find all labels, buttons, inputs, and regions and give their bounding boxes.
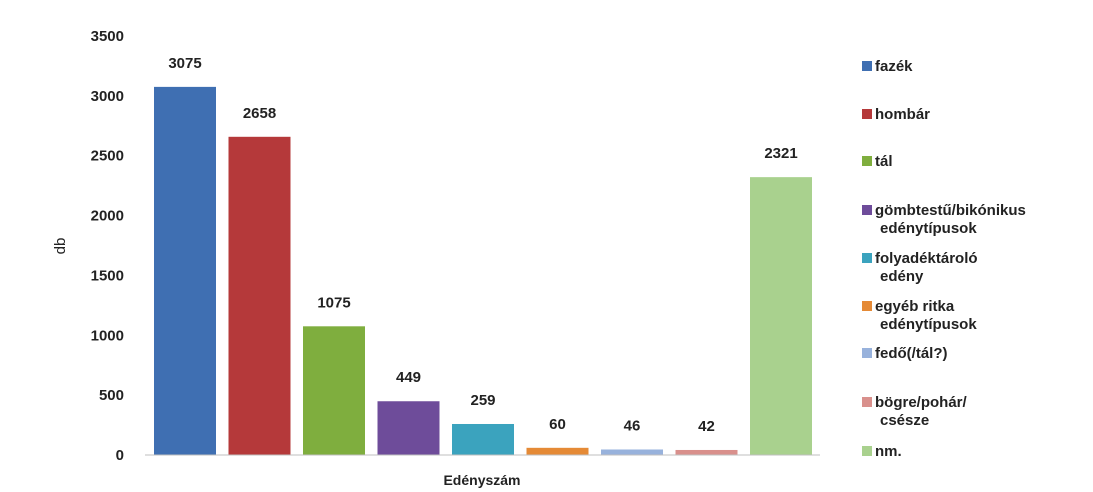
- y-tick-label: 0: [116, 447, 124, 464]
- bar: [377, 401, 440, 455]
- legend-label: edénytípusok: [880, 220, 977, 237]
- legend-label: hombár: [875, 106, 930, 123]
- legend-swatch: [862, 348, 872, 358]
- y-axis: 0 500 1000 1500 2000 2500 3000 3500: [91, 28, 124, 464]
- bar: [452, 423, 514, 455]
- y-tick-label: 2500: [91, 148, 124, 165]
- legend-label: egyéb ritka: [875, 298, 955, 315]
- legend-label: edény: [880, 268, 924, 285]
- legend-swatch: [862, 205, 872, 215]
- bar: [228, 136, 291, 455]
- data-label: 46: [624, 417, 641, 434]
- legend-swatch: [862, 397, 872, 407]
- legend-swatch: [862, 253, 872, 263]
- data-labels: 3075 2658 1075 449 259 60 46 42 2321: [168, 55, 797, 435]
- y-tick-label: 1500: [91, 267, 124, 284]
- legend-swatch: [862, 446, 872, 456]
- y-tick-label: 1000: [91, 327, 124, 344]
- legend: fazékhombártálgömbtestű/bikónikusedénytí…: [862, 58, 1026, 460]
- data-label: 2658: [243, 105, 276, 122]
- data-label: 3075: [168, 55, 201, 72]
- legend-label: fazék: [875, 58, 913, 75]
- y-tick-label: 500: [99, 387, 124, 404]
- legend-swatch: [862, 61, 872, 71]
- bar: [303, 326, 365, 455]
- data-label: 60: [549, 416, 566, 433]
- data-label: 2321: [764, 145, 797, 162]
- bar: [526, 447, 589, 455]
- bar: [675, 449, 738, 455]
- data-label: 42: [698, 418, 715, 435]
- bar: [601, 449, 663, 455]
- y-axis-title: db: [52, 238, 69, 255]
- data-label: 1075: [317, 294, 350, 311]
- legend-swatch: [862, 109, 872, 119]
- data-label: 449: [396, 369, 421, 386]
- y-tick-label: 3500: [91, 28, 124, 45]
- bars: [154, 86, 812, 456]
- legend-swatch: [862, 301, 872, 311]
- legend-label: gömbtestű/bikónikus: [875, 202, 1026, 219]
- y-tick-label: 3000: [91, 88, 124, 105]
- legend-label: nm.: [875, 443, 902, 460]
- bar: [154, 86, 216, 455]
- bar: [750, 177, 812, 456]
- legend-label: bögre/pohár/: [875, 394, 968, 411]
- x-axis-title: Edényszám: [443, 472, 520, 488]
- legend-label: tál: [875, 153, 893, 170]
- legend-swatch: [862, 156, 872, 166]
- y-tick-label: 2000: [91, 208, 124, 225]
- data-label: 259: [470, 392, 495, 409]
- legend-label: edénytípusok: [880, 316, 977, 333]
- legend-label: fedő(/tál?): [875, 345, 948, 362]
- legend-label: csésze: [880, 412, 929, 429]
- legend-label: folyadéktároló: [875, 250, 978, 267]
